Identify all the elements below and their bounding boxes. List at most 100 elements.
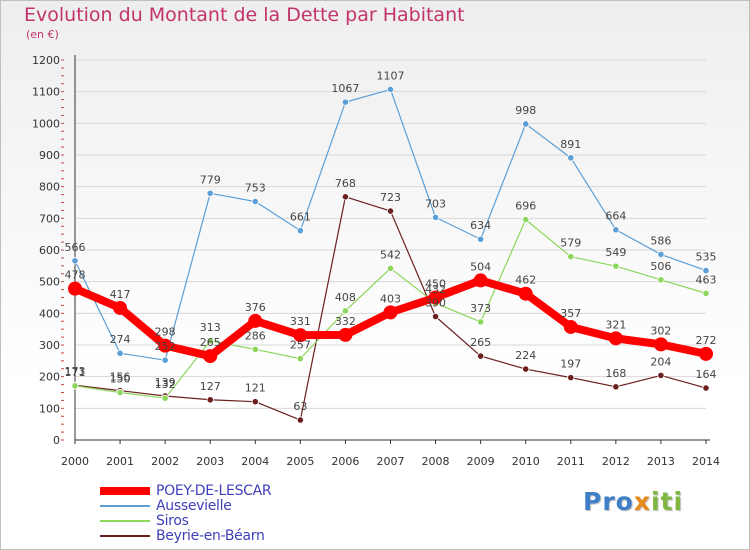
data-point — [206, 189, 214, 197]
chart-unit: (en €) — [26, 28, 59, 41]
data-point — [296, 355, 304, 363]
legend-label: Siros — [156, 513, 189, 529]
data-point — [612, 226, 620, 234]
data-point — [522, 216, 530, 224]
x-tick-label: 2009 — [467, 455, 495, 468]
data-point — [563, 319, 578, 334]
data-label: 272 — [696, 334, 717, 347]
data-label: 634 — [470, 219, 491, 232]
data-point — [386, 207, 395, 215]
y-tick-label: 300 — [39, 339, 60, 352]
data-label: 753 — [245, 182, 266, 195]
data-label: 768 — [335, 177, 356, 190]
data-point — [657, 371, 665, 379]
data-label: 197 — [560, 358, 581, 371]
data-label: 579 — [560, 237, 581, 250]
data-point — [116, 349, 124, 357]
data-label: 542 — [380, 248, 401, 261]
x-tick-label: 2001 — [106, 455, 134, 468]
data-label: 417 — [110, 288, 131, 301]
data-label: 1067 — [331, 82, 359, 95]
data-point — [71, 257, 79, 265]
y-tick-label: 400 — [39, 307, 60, 320]
y-tick-label: 500 — [39, 276, 60, 289]
y-tick-label: 800 — [39, 181, 60, 194]
x-tick-label: 2006 — [331, 455, 359, 468]
data-point — [248, 313, 263, 328]
data-point — [473, 273, 488, 288]
data-point — [296, 416, 304, 424]
data-label: 408 — [335, 291, 356, 304]
data-point — [341, 193, 350, 201]
data-label: 998 — [515, 104, 536, 117]
data-point — [251, 398, 259, 406]
grid — [75, 59, 706, 409]
data-label: 1107 — [377, 69, 405, 82]
data-point — [116, 388, 124, 397]
data-label: 664 — [605, 210, 626, 223]
data-label: 63 — [293, 400, 307, 413]
data-label: 331 — [290, 315, 311, 328]
data-point — [567, 253, 575, 261]
data-point — [522, 120, 530, 128]
legend-swatch — [100, 535, 150, 537]
data-point — [702, 266, 710, 275]
data-point — [71, 382, 79, 390]
y-tick-label: 200 — [39, 371, 60, 384]
data-point — [428, 290, 443, 305]
data-point — [113, 300, 128, 315]
data-point — [657, 276, 665, 284]
data-label: 390 — [425, 297, 446, 310]
y-tick-label: 1100 — [32, 86, 60, 99]
data-label: 298 — [155, 326, 176, 339]
data-label: 357 — [560, 307, 581, 320]
data-label: 224 — [515, 349, 536, 362]
data-label: 463 — [696, 273, 717, 286]
x-tick-label: 2010 — [512, 455, 540, 468]
data-point — [251, 197, 259, 206]
data-label: 274 — [110, 333, 131, 346]
data-point — [203, 349, 218, 364]
data-label: 139 — [155, 376, 176, 389]
data-point — [612, 383, 620, 391]
y-tick-label: 1200 — [32, 54, 60, 67]
data-label: 168 — [605, 367, 626, 380]
data-label: 478 — [65, 269, 86, 282]
data-label: 173 — [65, 365, 86, 378]
data-point — [518, 286, 533, 301]
x-tick-label: 2013 — [647, 455, 675, 468]
data-point — [699, 346, 713, 361]
data-label: 586 — [650, 234, 671, 247]
legend-label: Aussevielle — [156, 498, 232, 514]
data-point — [296, 227, 304, 235]
data-label: 313 — [200, 321, 221, 334]
logo-part-3: iti — [650, 487, 684, 516]
data-label: 566 — [65, 241, 86, 254]
data-label: 321 — [605, 318, 626, 331]
proxiti-logo: Proxiti — [583, 487, 683, 516]
series-points — [68, 85, 713, 424]
legend-swatch — [100, 505, 150, 507]
data-point — [612, 262, 620, 270]
line-chart: 0 100 200 300 400 500 600 700 800 900 1000 1100 1200… — [32, 54, 720, 468]
legend-swatch — [100, 520, 150, 522]
x-tick-label: 2005 — [286, 455, 314, 468]
data-label: 150 — [110, 373, 131, 386]
chart-title: Evolution du Montant de la Dette par Hab… — [24, 4, 465, 26]
data-label: 696 — [515, 200, 536, 213]
x-tick-label: 2003 — [196, 455, 224, 468]
data-point — [206, 396, 214, 404]
data-label: 723 — [380, 191, 401, 204]
data-point — [431, 312, 440, 321]
data-point — [477, 318, 485, 326]
data-label: 127 — [200, 380, 221, 393]
data-label: 156 — [110, 371, 131, 384]
data-point — [522, 365, 530, 373]
y-tick-label: 700 — [39, 212, 60, 225]
data-point — [657, 250, 665, 259]
data-label: 265 — [200, 336, 221, 349]
data-point — [68, 281, 82, 296]
data-point — [567, 154, 575, 162]
data-point — [477, 352, 485, 360]
data-label: 121 — [245, 382, 266, 395]
